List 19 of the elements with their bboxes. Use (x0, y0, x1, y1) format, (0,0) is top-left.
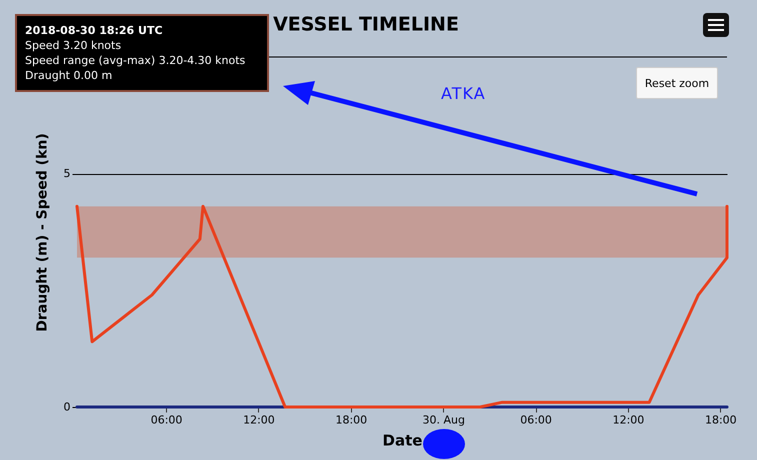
line-series (76, 204, 728, 408)
text: 2018-08-30 18:26 UTC (25, 23, 164, 38)
chart-title: VESSEL TIMELINE (273, 14, 459, 36)
x-tick-label: 12:00 (612, 414, 644, 426)
x-tick-label: 12:00 (243, 414, 275, 426)
x-tick-label: 18:00 (704, 414, 737, 426)
y-tick-label: 0 (64, 400, 70, 414)
x-tick-label: 06:00 (150, 414, 182, 426)
annotation: ATKA (441, 84, 486, 103)
annotation: Draught 0.00 m (25, 68, 114, 83)
x-axis-title: Date (382, 432, 422, 450)
y-tick-label: 5 (64, 167, 70, 180)
text: Speed 3.20 knots (25, 38, 122, 53)
annotation: Speed range (avg-max) 3.20-4.30 knots (25, 53, 246, 68)
reset-zoom-button: Reset zoom (636, 67, 718, 99)
x-tick-label: 06:00 (520, 414, 552, 426)
y-axis-title: Draught (m) - Speed (kn) (34, 133, 50, 332)
x-tick-label: 30. Aug (422, 414, 465, 426)
x-tick-label: 18:00 (335, 414, 368, 426)
